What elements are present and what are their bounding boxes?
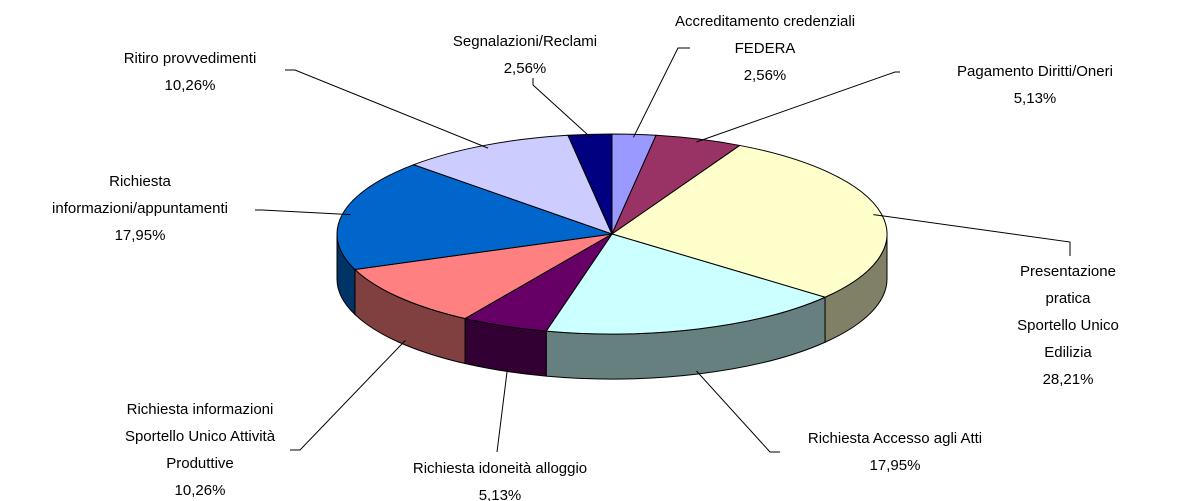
slice-label: Richiesta idoneità alloggio 5,13% <box>413 455 587 501</box>
leader-line <box>290 339 406 451</box>
label-value: 5,13% <box>1013 90 1057 107</box>
leader-line <box>873 214 1071 256</box>
slice <box>567 133 613 235</box>
leader-line <box>496 368 508 453</box>
leader-line <box>285 69 489 149</box>
slice <box>545 233 827 335</box>
label-value: 28,21% <box>1042 371 1094 388</box>
label-name: Presentazione pratica Sportello Unico Ed… <box>1017 263 1119 361</box>
label-name: Accreditamento credenziali FEDERA <box>674 13 856 57</box>
label-value: 10,26% <box>164 77 216 94</box>
label-value: 2,56% <box>503 60 547 77</box>
slice-label: Richiesta informazioni Sportello Unico A… <box>125 396 275 501</box>
label-name: Richiesta idoneità alloggio <box>412 460 588 477</box>
leader-line <box>255 209 351 216</box>
slice-label: Richiesta Accesso agli Atti 17,95% <box>808 425 982 479</box>
label-value: 17,95% <box>114 227 166 244</box>
leader-line <box>696 370 780 453</box>
label-name: Richiesta Accesso agli Atti <box>807 430 983 447</box>
label-value: 5,13% <box>478 487 522 501</box>
slice-label: Accreditamento credenziali FEDERA 2,56% <box>675 8 855 89</box>
label-value: 2,56% <box>743 67 787 84</box>
slice-label: Presentazione pratica Sportello Unico Ed… <box>1007 258 1130 393</box>
label-name: Segnalazioni/Reclami <box>452 33 598 50</box>
slice-label: Richiesta informazioni/appuntamenti 17,95… <box>52 168 228 249</box>
slice-label: Segnalazioni/Reclami 2,56% <box>453 28 597 82</box>
slice <box>353 233 613 320</box>
label-name: Pagamento Diritti/Oneri <box>957 63 1113 80</box>
label-value: 10,26% <box>174 482 226 499</box>
label-name: Ritiro provvedimenti <box>123 50 257 67</box>
leader-line <box>632 47 690 138</box>
slice <box>412 134 613 235</box>
label-name: Richiesta informazioni Sportello Unico A… <box>124 401 276 472</box>
slice-label: Pagamento Diritti/Oneri 5,13% <box>957 58 1113 112</box>
label-value: 17,95% <box>869 457 921 474</box>
leader-line <box>696 71 900 143</box>
label-name: Richiesta informazioni/appuntamenti <box>52 173 228 217</box>
slice-label: Ritiro provvedimenti 10,26% <box>124 45 257 99</box>
slice <box>610 144 888 298</box>
leader-line <box>532 78 591 138</box>
